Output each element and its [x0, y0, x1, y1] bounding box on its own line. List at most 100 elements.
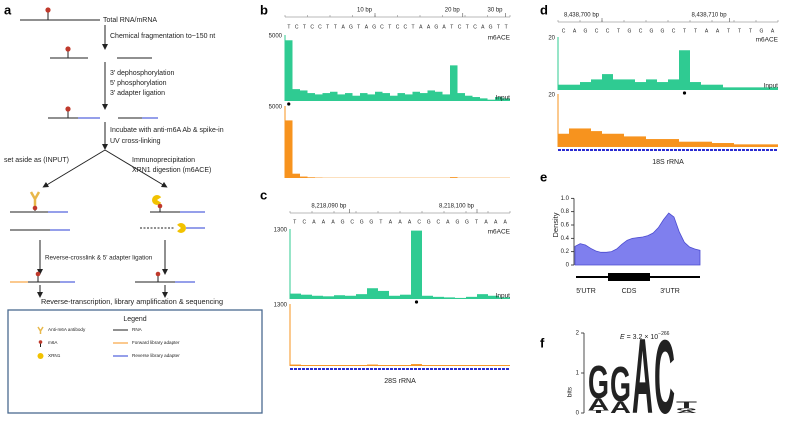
sequence-base: C: [562, 28, 566, 34]
step-text: 3′ dephosphorylation: [110, 70, 174, 77]
track-bar: [450, 65, 458, 101]
track-bar: [400, 365, 411, 366]
legend-item: Anti-m6A antibody: [48, 327, 86, 332]
track-bar: [767, 87, 778, 90]
track-bar: [466, 365, 477, 366]
track-bar: [723, 87, 734, 90]
sequence-base: A: [322, 219, 326, 225]
sequence-base: T: [497, 24, 500, 30]
track-label: m6ACE: [756, 37, 779, 44]
track-bar: [756, 144, 767, 147]
sequence-base: T: [450, 24, 453, 30]
y-tick-label: 0: [576, 411, 580, 417]
y-tick-label: 2: [576, 331, 580, 337]
track-bar: [646, 139, 657, 147]
panel-label: c: [260, 187, 267, 202]
step-text: 5′ phosphorylation: [110, 80, 167, 87]
track-bar: [499, 297, 510, 299]
sequence-base: C: [303, 219, 307, 225]
track-bar: [367, 364, 378, 366]
step-text: Immunoprecipitation: [132, 157, 195, 164]
sequence-base: A: [494, 219, 498, 225]
track-bar: [315, 94, 323, 101]
track-bar: [433, 365, 444, 366]
sequence-base: G: [650, 28, 654, 34]
sequence-base: T: [287, 24, 290, 30]
y-tick-label: 0.8: [561, 209, 570, 215]
logo-letter: C: [654, 317, 675, 423]
ruler-label: 8,438,710 bp: [692, 13, 728, 19]
sequence-base: T: [466, 24, 469, 30]
track-bar: [488, 365, 499, 366]
y-tick-label: 0.2: [561, 249, 570, 255]
track-bar: [389, 295, 400, 299]
sequence-base: G: [349, 24, 353, 30]
sequence-base: A: [442, 24, 446, 30]
track-bar: [352, 95, 360, 101]
track-bar: [624, 136, 635, 147]
step-text: Total RNA/mRNA: [103, 17, 157, 24]
track-bar: [312, 365, 323, 366]
sequence-base: A: [484, 219, 488, 225]
step-text: Chemical fragmentation to~150 nt: [110, 33, 215, 40]
sequence-base: A: [389, 219, 393, 225]
gene-label: 28S rRNA: [384, 378, 416, 385]
track-bar: [367, 94, 375, 101]
track-bar: [412, 91, 420, 101]
ruler-label: 10 bp: [357, 8, 373, 14]
track-bar: [472, 97, 480, 101]
e-value-text: = 3.2 × 10: [625, 334, 659, 341]
track-bar: [591, 79, 602, 90]
sequence-base: T: [694, 28, 697, 34]
track-bar: [745, 87, 756, 90]
track-label: m6ACE: [488, 229, 511, 236]
track-bar: [356, 365, 367, 366]
panel-label: f: [540, 335, 545, 350]
ruler-label: 8,438,700 bp: [564, 13, 600, 19]
track-label: Input: [764, 83, 779, 90]
track-bar: [444, 365, 455, 366]
sequence-base: T: [303, 24, 306, 30]
sequence-base: G: [465, 219, 469, 225]
sequence-base: G: [628, 28, 632, 34]
step-text: set aside as (INPUT): [4, 157, 69, 164]
sequence-base: C: [458, 24, 462, 30]
track-bar: [657, 82, 668, 90]
sequence-base: T: [379, 219, 382, 225]
track-bar: [360, 93, 368, 101]
workflow: Total RNA/mRNA Chemical fragmentation to…: [4, 7, 263, 414]
region-label: 5′UTR: [576, 288, 596, 295]
sequence-base: A: [312, 219, 316, 225]
sequence-base: C: [403, 24, 407, 30]
track-bar: [488, 295, 499, 299]
legend-item: Reverse library adapter: [132, 353, 180, 358]
legend-title: Legend: [123, 316, 146, 323]
logo-letter: A: [632, 316, 653, 423]
track-bar: [646, 79, 657, 90]
track-bar: [580, 128, 591, 147]
track-scale: 1300: [274, 303, 288, 309]
track-bar: [455, 297, 466, 299]
track-bar: [334, 365, 345, 366]
logo-letter: A: [588, 396, 609, 414]
track-bar: [723, 143, 734, 147]
y-axis-label: Density: [551, 212, 560, 237]
e-value-exponent: −266: [658, 331, 669, 337]
track-bar: [323, 365, 334, 366]
sequence-base: A: [716, 28, 720, 34]
track-bar: [345, 295, 356, 299]
logo-letter: A: [676, 410, 697, 414]
track-bar: [378, 365, 389, 366]
track-bar: [466, 296, 477, 299]
track-bar: [613, 79, 624, 90]
y-tick-label: 0.4: [561, 236, 570, 242]
sequence-base: T: [411, 24, 414, 30]
track-bar: [635, 136, 646, 147]
sequence-base: T: [738, 28, 741, 34]
sequence-base: A: [398, 219, 402, 225]
track-bar: [591, 131, 602, 147]
track-bar: [334, 295, 345, 299]
track-bar: [679, 50, 690, 90]
track-bar: [312, 295, 323, 299]
